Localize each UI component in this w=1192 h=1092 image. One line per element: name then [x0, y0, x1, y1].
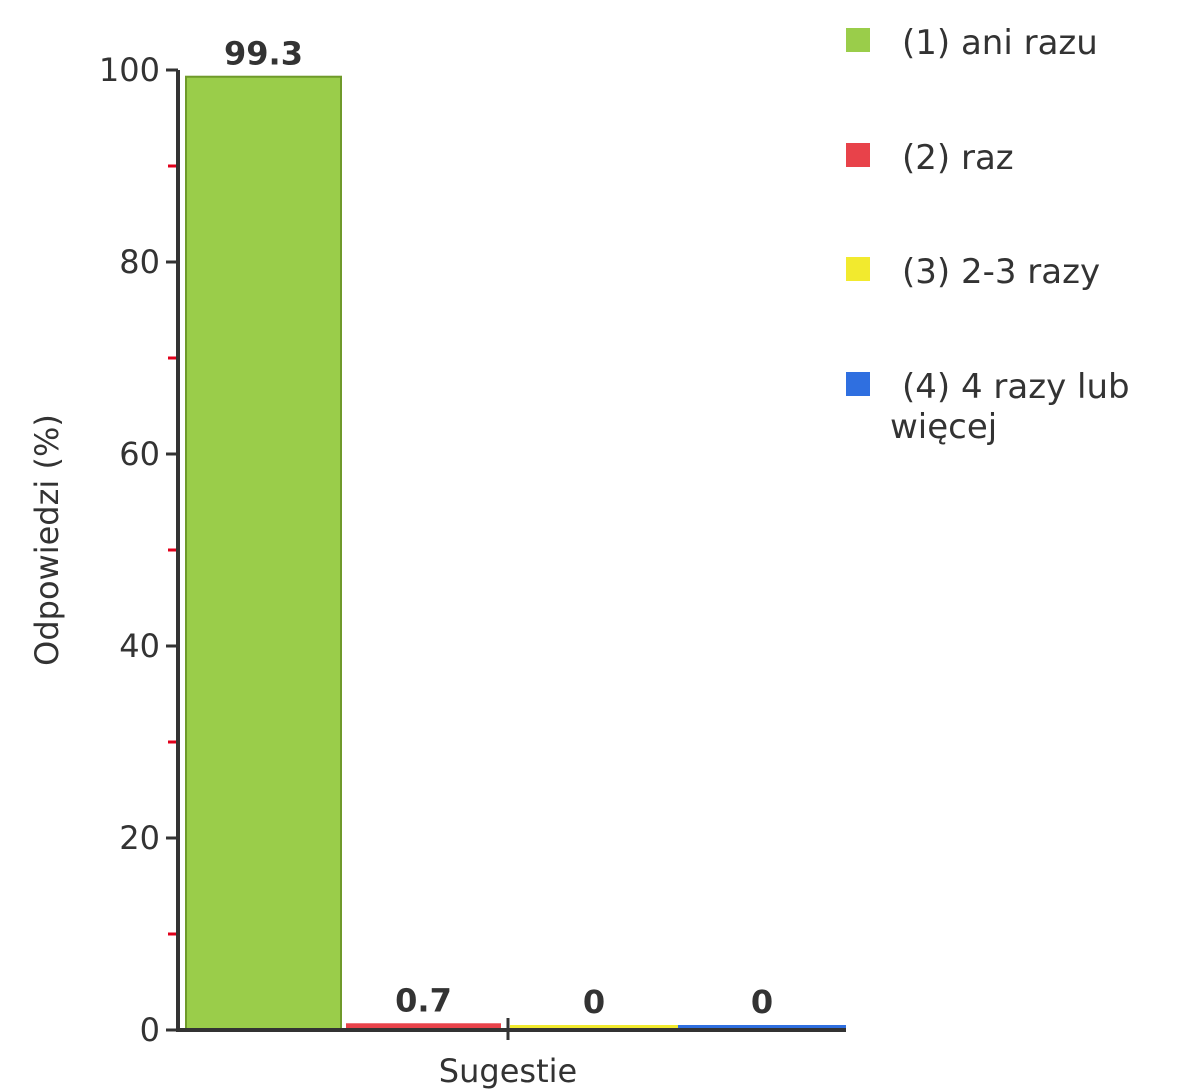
bar-4 [678, 1025, 846, 1030]
y-axis-label: Odpowiedzi (%) [28, 414, 66, 666]
y-tick-label: 0 [140, 1011, 160, 1049]
legend-label-1: (1) ani razu [902, 23, 1098, 63]
y-tick-label: 100 [99, 51, 160, 89]
y-tick-label: 20 [119, 819, 160, 857]
legend-label-4: (4) 4 razy lub więcej [890, 367, 1130, 447]
legend-swatch-3 [846, 257, 870, 281]
data-label-1: 99.3 [224, 35, 303, 73]
legend-swatch-1 [846, 28, 870, 52]
bar-2 [346, 1023, 501, 1030]
data-label-4: 0 [751, 983, 773, 1021]
legend-label-3: (3) 2-3 razy [902, 252, 1100, 292]
data-labels: 99.3 0.7 0 0 [224, 35, 773, 1021]
y-tick-label: 80 [119, 243, 160, 281]
legend-swatch-4 [846, 372, 870, 396]
legend-label-2: (2) raz [902, 138, 1014, 178]
x-axis-label: Sugestie [439, 1052, 577, 1090]
data-label-3: 0 [583, 983, 605, 1021]
y-tick-label: 40 [119, 627, 160, 665]
data-label-2: 0.7 [395, 981, 452, 1019]
y-axis-ticks: 0 20 40 60 80 100 [99, 51, 178, 1049]
bars [185, 75, 846, 1032]
y-tick-label: 60 [119, 435, 160, 473]
bar-3 [510, 1025, 678, 1030]
bar-1 [185, 75, 342, 1032]
axes [176, 70, 846, 1040]
legend: (1) ani razu (2) raz (3) 2-3 razy (4) 4 raz… [846, 23, 1130, 447]
legend-swatch-2 [846, 143, 870, 167]
